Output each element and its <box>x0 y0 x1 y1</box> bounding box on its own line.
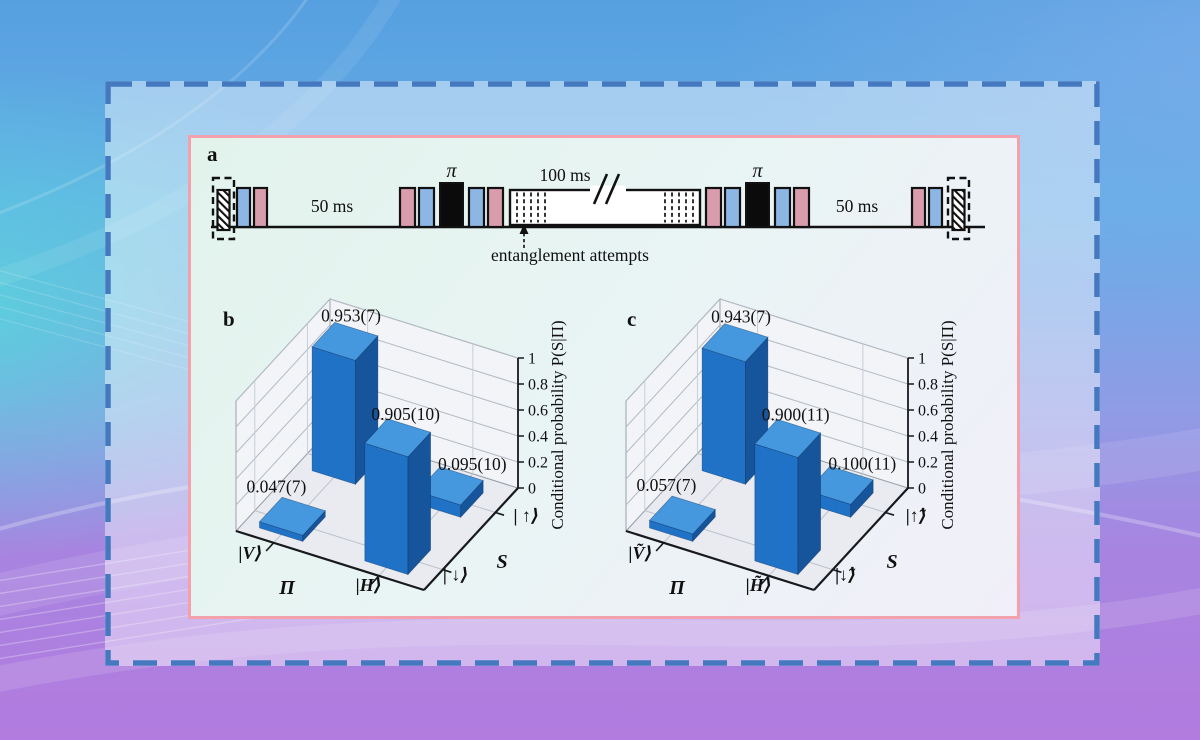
z-tick-label: 0.8 <box>918 377 938 394</box>
z-tick-label: 1 <box>528 351 536 368</box>
z-tick-label: 0 <box>918 481 926 498</box>
pi-pulse-label: π <box>752 160 763 182</box>
x-tick-label: |H̃⟩ <box>746 575 772 595</box>
pink-pulse <box>252 186 269 229</box>
y-axis-title: S <box>496 551 507 573</box>
bar3d-chart-c: 0 0.2 0.4 0.6 0.8 1 Conditional probability P(… <box>625 297 957 599</box>
state-box-outline <box>211 176 236 241</box>
x-tick-label: |V⟩ <box>238 543 262 563</box>
window-duration-label: 100 ms <box>539 165 590 185</box>
time-break-slash <box>592 173 609 205</box>
blue-pulse <box>723 186 742 229</box>
y-tick-label: |↑̃⟩ <box>906 505 927 525</box>
panel-a-label: a <box>207 142 218 166</box>
blue-pulse <box>467 186 486 229</box>
hatched-pulse <box>216 188 231 232</box>
x-axis-title: Π <box>668 577 686 599</box>
y-tick-label: |↓̃⟩ <box>835 565 856 585</box>
time-break-slash <box>604 173 621 205</box>
z-tick-label: 0.2 <box>528 455 548 472</box>
blue-pulse <box>235 186 252 229</box>
z-tick-label: 0.2 <box>918 455 938 472</box>
hatched-pulse <box>951 188 966 232</box>
panel-c-label: c <box>627 307 637 331</box>
annotation-label: entanglement attempts <box>491 245 649 265</box>
bar-value-label: 0.095(10) <box>438 454 507 474</box>
z-tick-label: 0.6 <box>528 403 548 420</box>
bar-top-face <box>311 322 379 361</box>
bar-value-label: 0.100(11) <box>828 453 896 473</box>
bar-value-label: 0.900(11) <box>762 404 830 424</box>
bar-value-label: 0.057(7) <box>637 475 697 495</box>
bar-value-label: 0.953(7) <box>321 305 381 325</box>
bar-top-face <box>701 323 769 363</box>
state-box-outline <box>946 176 971 241</box>
bar-top-face <box>754 418 822 458</box>
figure-panel: a b c 50 ms π 100 ms entanglement attempts π… <box>188 135 1020 619</box>
bar-front-face <box>754 443 799 575</box>
interval-label: 50 ms <box>836 196 878 216</box>
bar-front-face <box>311 346 356 485</box>
bar-top-face <box>258 496 326 536</box>
z-tick-label: 0 <box>528 481 536 498</box>
blue-pulse <box>927 186 944 229</box>
x-tick-label: |Ṽ⟩ <box>628 542 652 563</box>
z-axis-title: Conditional probability P(S|Π) <box>938 320 957 529</box>
pink-pulse <box>910 186 927 229</box>
dashed-frame-border <box>105 81 1100 666</box>
bar-value-label: 0.047(7) <box>247 476 307 496</box>
bar-value-label: 0.943(7) <box>711 307 771 327</box>
bar-top-face <box>416 466 484 506</box>
x-axis-title: Π <box>278 577 296 599</box>
bar-front-face <box>364 442 409 575</box>
bar-top-face <box>648 495 716 535</box>
z-tick-label: 0.8 <box>528 377 548 394</box>
x-tick-label: |H⟩ <box>356 575 382 595</box>
annotation-arrowhead <box>519 224 529 234</box>
y-tick-label: | ↓⟩ <box>443 565 469 585</box>
bar3d-chart-b: 0 0.2 0.4 0.6 0.8 1 Conditional probability P(… <box>235 297 567 599</box>
bar-value-label: 0.905(10) <box>371 404 440 424</box>
blue-pulse <box>773 186 792 229</box>
pink-pulse <box>792 186 811 229</box>
pink-pulse <box>486 186 505 229</box>
z-axis-title: Conditional probability P(S|Π) <box>548 320 567 529</box>
bar-front-face <box>701 347 746 485</box>
bar-top-face <box>364 418 432 458</box>
y-axis-title: S <box>886 551 897 573</box>
pink-pulse <box>704 186 723 229</box>
z-tick-label: 1 <box>918 351 926 368</box>
interval-label: 50 ms <box>311 196 353 216</box>
pi-pulse <box>439 182 464 228</box>
panel-b-label: b <box>223 307 235 331</box>
bar-top-face <box>806 465 874 505</box>
z-tick-label: 0.4 <box>918 429 938 446</box>
y-tick-label: | ↑⟩ <box>514 505 540 525</box>
blue-pulse <box>417 186 436 229</box>
pi-pulse-label: π <box>446 160 457 182</box>
z-tick-label: 0.4 <box>528 429 548 446</box>
pink-pulse <box>398 186 417 229</box>
pi-pulse <box>745 182 770 228</box>
z-tick-label: 0.6 <box>918 403 938 420</box>
pulse-sequence-diagram: 50 ms π 100 ms entanglement attempts π 50 ms <box>211 160 985 265</box>
